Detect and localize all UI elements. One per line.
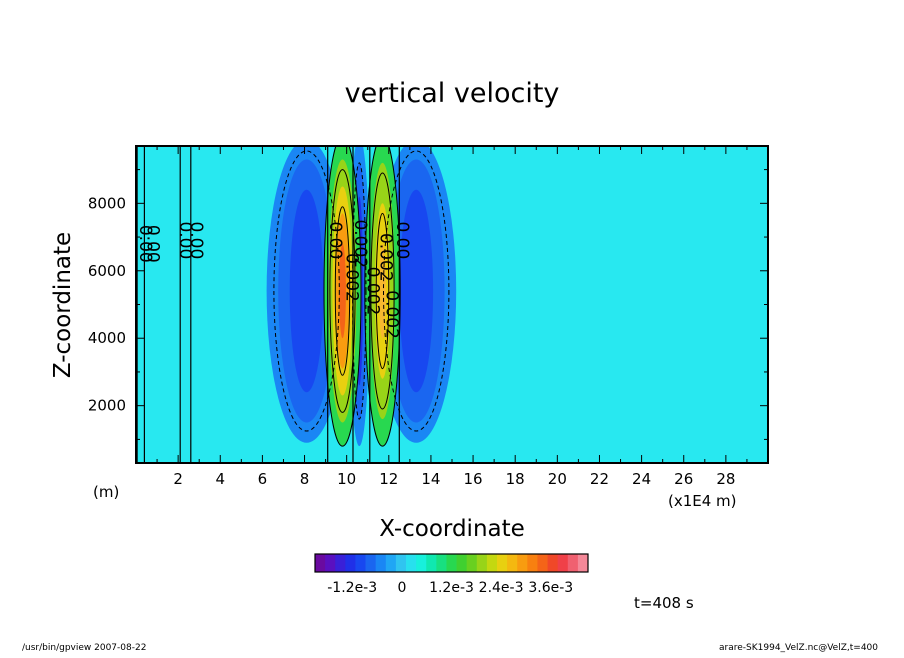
x-tick-label-24: 24 [632,470,651,488]
colorbar-swatch-12 [436,554,447,572]
x-tick-label-12: 12 [379,470,398,488]
contour-line-1 [383,150,450,432]
x-tick-label-16: 16 [464,470,483,488]
contour-label-5: 0.00 [392,221,412,259]
colorbar-swatch-1 [325,554,336,572]
contour-label-9: 0.002 [375,233,395,282]
footer-left: /usr/bin/gpview 2007-08-22 [22,643,146,653]
colorbar-swatch-26 [577,554,589,572]
contour-labels: 0.000.00 0.000.00 0.00 0.000.0020.0020.0020… [135,219,412,339]
y-tick-label-2000: 2000 [88,397,126,415]
colorbar-swatch-20 [517,554,528,572]
colorbar-frame [314,553,589,573]
contour-label-4: 0.00 [325,221,345,259]
contour-line-4 [334,206,351,376]
colorbar-swatch-9 [406,554,417,572]
colorbar-swatch-15 [466,554,478,572]
colorbar-swatch-13 [446,554,457,572]
colorbar-swatch-3 [345,554,356,572]
colorbar-swatch-5 [365,554,377,572]
footer-right: arare-SK1994_VelZ.nc@VelZ,t=400 [719,643,878,653]
x-tick-label-26: 26 [674,470,693,488]
x-unit-left: (m) [93,483,119,501]
y-tick-label-6000: 6000 [88,262,126,280]
x-tick-label-18: 18 [506,470,525,488]
colorbar-label-0: -1.2e-3 [327,580,377,596]
contour-label-3: 0.00 [186,221,206,259]
colorbar-label-1: 0 [397,580,406,596]
chart-title: vertical velocity [345,78,560,109]
x-tick-label-6: 6 [258,470,268,488]
contour-line-0 [273,150,340,432]
time-annotation: t=408 s [634,594,694,612]
colorbar-swatch-10 [416,554,427,572]
contour-label-7: 0.002 [350,219,370,268]
contour-label-0: 0.00 [135,225,155,263]
contour-line-7 [375,212,390,370]
x-tick-label-28: 28 [716,470,735,488]
colorbar-swatch-7 [385,554,397,572]
colorbar-swatch-24 [557,554,569,572]
contour-line-8 [352,162,367,420]
x-tick-label-4: 4 [215,470,225,488]
contour-label-6: 0.002 [342,253,362,302]
contour-label-10: 0.002 [382,290,402,339]
contour-label-8: 0.002 [363,267,383,316]
colorbar-swatch-8 [395,554,407,572]
contour-fill-5 [399,189,434,393]
x-tick-label-22: 22 [590,470,609,488]
colorbar-swatch-14 [456,554,468,572]
colorbar-swatch-19 [507,554,518,572]
colorbar-swatch-22 [537,554,548,572]
y-tick-label-4000: 4000 [88,329,126,347]
x-tick-label-20: 20 [548,470,567,488]
contour-line-2 [323,146,362,447]
contour-label-2: 0.00 [175,221,195,259]
colorbar-swatch-4 [355,554,366,572]
x-unit-right: (x1E4 m) [668,492,737,510]
contour-label-1: 0.00 [143,225,163,263]
x-axis-label: X-coordinate [379,516,525,542]
colorbar-swatch-21 [527,554,538,572]
x-tick-label-2: 2 [173,470,183,488]
colorbar-swatch-17 [486,554,498,572]
colorbar-swatch-6 [375,554,387,572]
x-tick-label-14: 14 [421,470,440,488]
contour-fill-2 [289,189,324,393]
colorbar-label-4: 3.6e-3 [528,580,573,596]
contour-fill-13 [339,243,346,339]
x-tick-label-8: 8 [300,470,310,488]
y-axis-label: Z-coordinate [50,232,76,378]
contour-line-6 [370,172,395,410]
colorbar: -1.2e-3 0 1.2e-3 2.4e-3 3.6e-3 [314,553,589,596]
y-tick-label-8000: 8000 [88,194,126,212]
colorbar-label-3: 2.4e-3 [479,580,524,596]
colorbar-swatch-25 [567,554,579,572]
colorbar-swatch-11 [426,554,437,572]
x-axis: 2 4 6 8 10 12 14 16 18 20 22 24 26 28 [156,146,748,488]
y-axis: 2000 4000 6000 8000 [88,169,768,440]
colorbar-swatch-2 [335,554,346,572]
contour-line-3 [329,169,356,413]
contour-line-5 [364,146,401,447]
x-tick-label-10: 10 [337,470,356,488]
colorbar-swatch-0 [315,554,326,572]
colorbar-label-2: 1.2e-3 [429,580,474,596]
colorbar-swatch-16 [476,554,488,572]
colorbar-swatch-23 [547,554,559,572]
colorbar-swatch-18 [497,554,508,572]
